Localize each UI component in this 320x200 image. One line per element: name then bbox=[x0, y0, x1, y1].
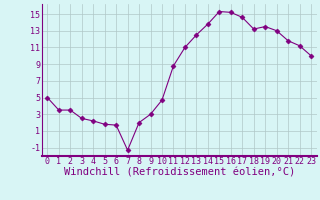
X-axis label: Windchill (Refroidissement éolien,°C): Windchill (Refroidissement éolien,°C) bbox=[64, 168, 295, 178]
